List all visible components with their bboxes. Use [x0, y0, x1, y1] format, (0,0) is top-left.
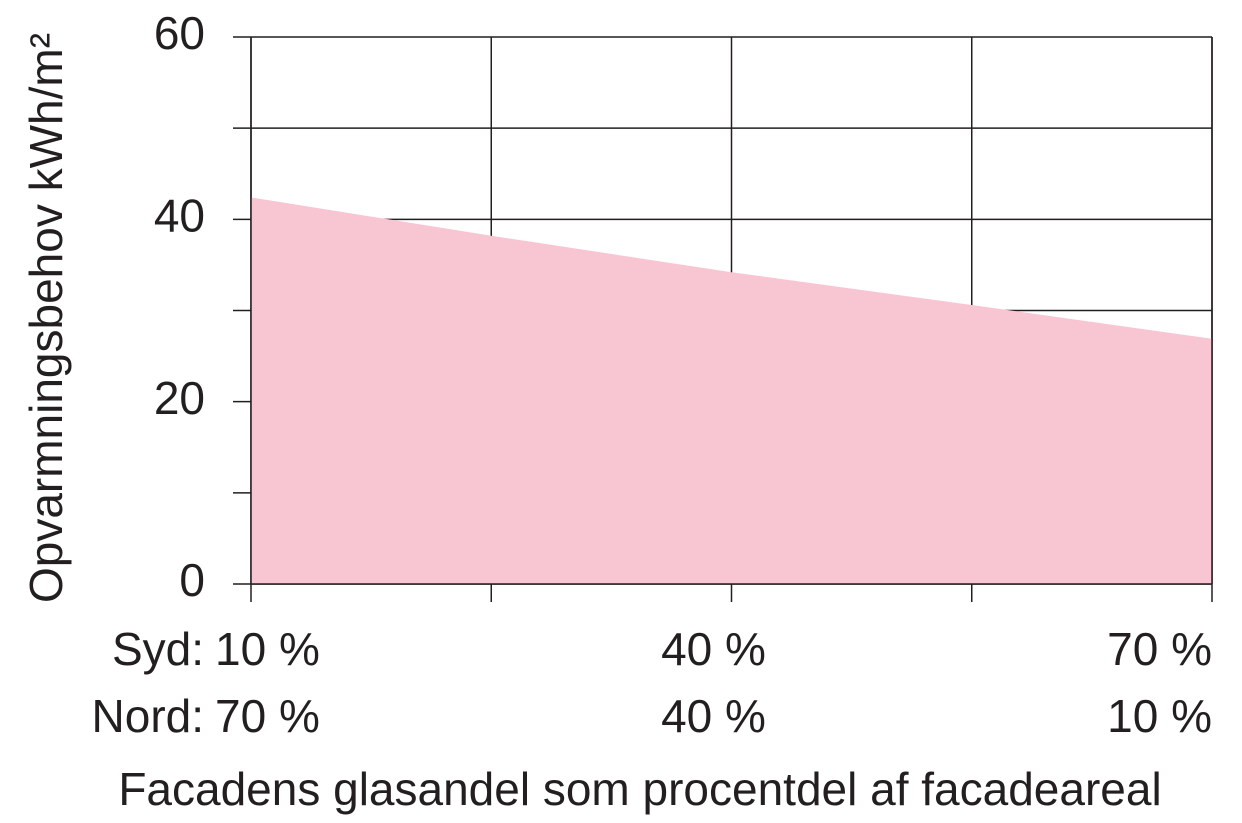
x-tick-label: 70 %: [215, 690, 320, 742]
x-tick-label: 10 %: [1107, 690, 1212, 742]
x-tick-label: 70 %: [1107, 623, 1212, 675]
y-tick-label: 40: [154, 189, 205, 241]
x-axis-name: Syd:: [112, 623, 204, 675]
x2-axis-name: Nord:: [92, 690, 204, 742]
y-tick-label: 60: [154, 7, 205, 59]
x-tick-label: 10 %: [215, 623, 320, 675]
x-tick-label: 40 %: [661, 623, 766, 675]
x-axis-label: Facadens glasandel som procentdel af fac…: [118, 763, 1161, 815]
x-tick-label: 40 %: [661, 690, 766, 742]
area: [251, 197, 1212, 584]
y-tick-label: 0: [179, 554, 205, 606]
y-tick-label: 20: [154, 372, 205, 424]
y-axis-label: Opvarmningsbehov kWh/m²: [20, 33, 72, 603]
